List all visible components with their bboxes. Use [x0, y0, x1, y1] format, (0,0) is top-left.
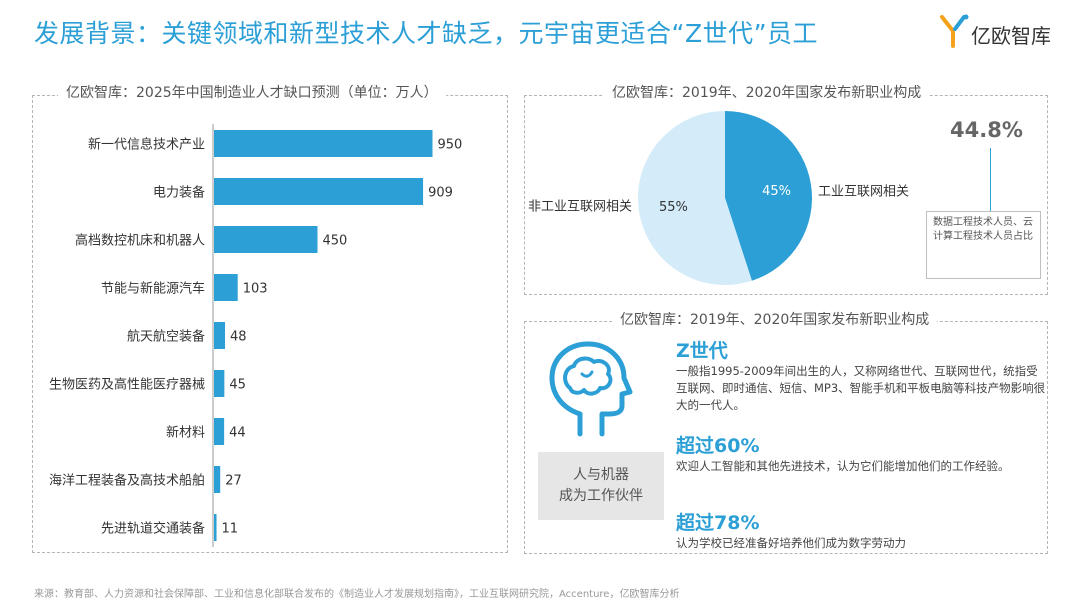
- category-label: 生物医药及高性能医疗器械: [49, 377, 205, 393]
- human-machine-partner-box: 人与机器 成为工作伙伴: [538, 452, 664, 520]
- bar: [214, 130, 433, 157]
- source-note: 来源：教育部、人力资源和社会保障部、工业和信息化部联合发布的《制造业人才发展规划…: [34, 589, 680, 600]
- box-label-line1: 人与机器: [573, 467, 629, 483]
- section-heading-60: 超过60%: [676, 435, 760, 457]
- section-text-60: 欢迎人工智能和其他先进技术，认为它们能增加他们的工作经验。: [676, 459, 1010, 473]
- data-label: 27: [225, 474, 242, 489]
- callout-connector: [990, 148, 991, 211]
- data-label: 48: [230, 330, 247, 345]
- data-label: 909: [428, 186, 453, 201]
- slice-category-label: 非工业互联网相关: [528, 199, 632, 214]
- z-generation-title: 亿欧智库：2019年、2020年国家发布新职业构成: [612, 309, 938, 329]
- bar: [214, 466, 221, 493]
- bar: [214, 418, 225, 445]
- section-text-78: 认为学校已经准备好培养他们成为数字劳动力: [676, 536, 906, 550]
- category-label: 航天航空装备: [127, 329, 205, 345]
- slice-value-label: 45%: [762, 184, 791, 199]
- bar: [214, 370, 225, 397]
- slice-category-label: 工业互联网相关: [818, 185, 909, 200]
- category-label: 海洋工程装备及高技术船舶: [49, 473, 205, 489]
- callout-value: 44.8%: [950, 118, 1023, 142]
- category-label: 新材料: [166, 425, 205, 441]
- data-label: 950: [438, 138, 463, 153]
- data-label: 11: [222, 522, 239, 537]
- slice-value-label: 55%: [659, 200, 688, 215]
- bar: [214, 514, 217, 541]
- page-title: 发展背景：关键领域和新型技术人才缺乏，元宇宙更适合“Z世代”员工: [34, 19, 819, 48]
- pie-slice: [638, 111, 752, 285]
- bar-chart-title: 亿欧智库：2025年中国制造业人才缺口预测（单位：万人）: [58, 82, 446, 102]
- data-label: 44: [229, 426, 246, 441]
- logo-text: 亿欧智库: [971, 24, 1051, 48]
- head-brain-icon: [549, 341, 633, 437]
- box-label-line2: 成为工作伙伴: [559, 488, 643, 504]
- pie-slice: [725, 111, 812, 281]
- data-label: 103: [243, 282, 268, 297]
- data-label: 450: [323, 234, 348, 249]
- category-label: 新一代信息技术产业: [88, 137, 205, 153]
- talent-gap-bar-chart: 新一代信息技术产业 950 电力装备 909 高档数控机床和机器人 450 节能与新能源汽车…: [49, 124, 463, 547]
- bar: [214, 178, 424, 205]
- category-label: 电力装备: [153, 185, 205, 201]
- section-text-z-generation: 一般指1995-2009年间出生的人，又称网络世代、互联网世代，统指受互联网、即…: [676, 364, 1046, 412]
- bar: [214, 226, 318, 253]
- data-label: 45: [229, 378, 246, 393]
- logo: 亿欧智库: [940, 12, 1060, 52]
- category-label: 先进轨道交通装备: [101, 521, 205, 537]
- section-heading-z-generation: Z世代: [676, 340, 728, 362]
- bar: [214, 322, 226, 349]
- bar: [214, 274, 238, 301]
- callout-description: 数据工程技术人员、云计算工程技术人员占比: [926, 211, 1041, 279]
- category-label: 高档数控机床和机器人: [75, 233, 205, 249]
- section-heading-78: 超过78%: [676, 512, 760, 534]
- pie-chart-title: 亿欧智库：2019年、2020年国家发布新职业构成: [604, 82, 930, 102]
- logo-mark-icon: [940, 14, 969, 48]
- category-label: 节能与新能源汽车: [101, 281, 205, 297]
- new-profession-pie-chart: 45% 工业互联网相关 55% 非工业互联网相关: [528, 111, 909, 285]
